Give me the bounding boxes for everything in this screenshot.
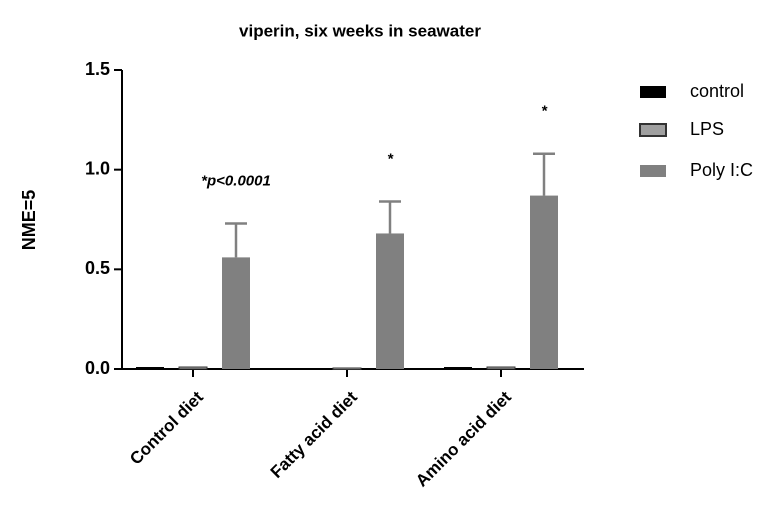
x-tick-label: Fatty acid diet — [267, 387, 361, 481]
bar — [290, 368, 318, 370]
legend-label: control — [690, 81, 744, 101]
annotation: * — [541, 103, 548, 120]
annotation: *p<0.0001 — [201, 172, 271, 189]
y-axis-label: NME=5 — [19, 190, 39, 251]
bar — [530, 195, 558, 369]
bar — [376, 233, 404, 369]
x-tick-label: Control diet — [126, 387, 207, 468]
y-tick-label: 1.0 — [85, 158, 110, 178]
y-tick-label: 0.0 — [85, 358, 110, 378]
bar — [444, 367, 472, 369]
chart-title: viperin, six weeks in seawater — [239, 21, 481, 40]
legend-label: Poly I:C — [690, 160, 753, 180]
bar — [178, 366, 208, 370]
bar — [136, 367, 164, 369]
bar — [332, 367, 362, 371]
legend-label: LPS — [690, 119, 724, 139]
bar — [486, 366, 516, 370]
y-tick-label: 1.5 — [85, 59, 110, 79]
y-tick-label: 0.5 — [85, 258, 110, 278]
bar — [222, 257, 250, 369]
legend-swatch — [640, 86, 666, 98]
x-tick-label: Amino acid diet — [412, 387, 515, 490]
legend-swatch — [639, 123, 667, 137]
annotation: * — [387, 151, 394, 168]
legend-swatch — [640, 165, 666, 177]
